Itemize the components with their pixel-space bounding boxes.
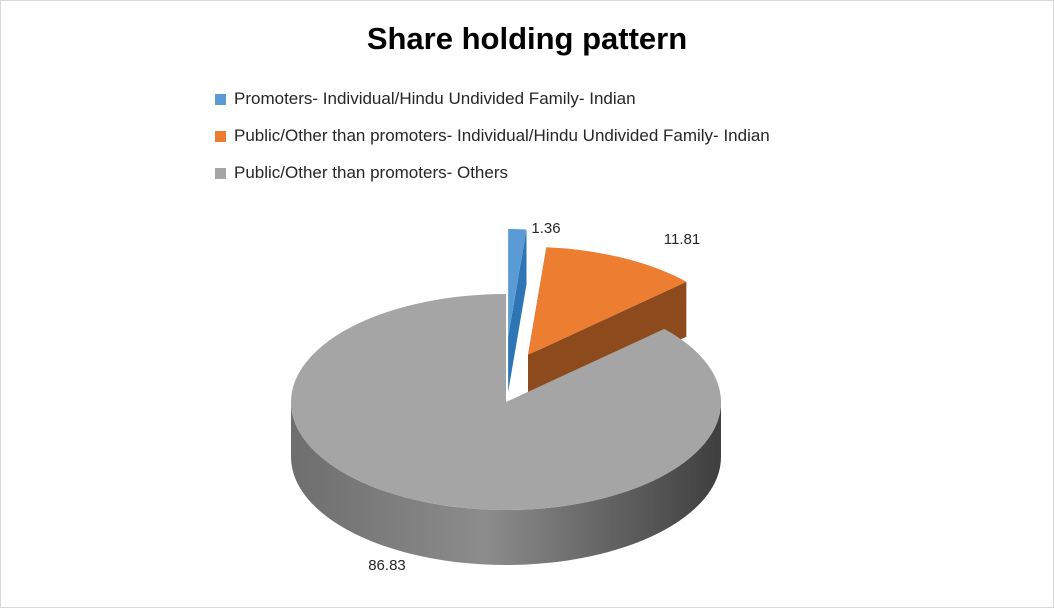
pie-slice-side-public-others — [291, 402, 721, 565]
legend-item-public-individual-huf: Public/Other than promoters- Individual/… — [215, 124, 770, 148]
pie-slice-top-public-others — [290, 294, 721, 510]
legend-label-public-individual-huf: Public/Other than promoters- Individual/… — [234, 126, 770, 145]
data-label-promoters-individual-huf: 1.36 — [531, 220, 560, 237]
pie-slice-top-promoters-individual-huf — [508, 229, 527, 338]
legend: Promoters- Individual/Hindu Undivided Fa… — [215, 87, 770, 198]
legend-label-promoters-individual-huf: Promoters- Individual/Hindu Undivided Fa… — [234, 89, 636, 108]
legend-item-promoters-individual-huf: Promoters- Individual/Hindu Undivided Fa… — [215, 87, 770, 111]
pie-slice-public-others — [290, 294, 721, 565]
data-label-public-individual-huf: 11.81 — [664, 231, 700, 248]
pie-slice-promoters-individual-huf — [508, 229, 527, 393]
legend-swatch-public-individual-huf — [215, 130, 226, 142]
legend-swatch-public-others — [215, 167, 226, 179]
chart-title: Share holding pattern — [366, 21, 688, 56]
legend-label-public-others: Public/Other than promoters- Others — [234, 163, 509, 182]
pie-slice-radial-face-promoters-individual-huf-1 — [508, 229, 527, 393]
legend-item-public-others: Public/Other than promoters- Others — [215, 161, 770, 185]
pie-slice-top-public-individual-huf — [528, 247, 687, 355]
data-label-public-others: 86.83 — [368, 557, 406, 574]
legend-swatch-promoters-individual-huf — [215, 93, 226, 105]
